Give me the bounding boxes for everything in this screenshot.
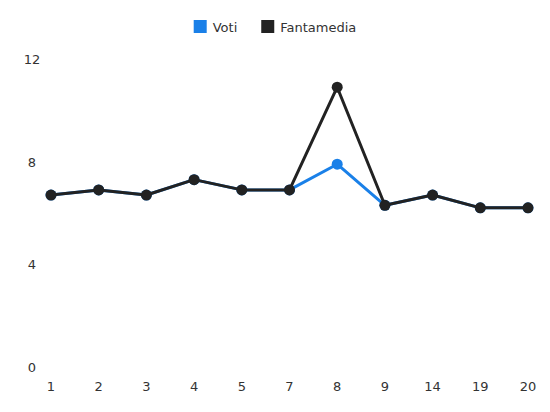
x-tick-label: 5 (238, 379, 246, 394)
legend-swatch (261, 20, 274, 33)
chart: 0481212345789141920VotiFantamedia (0, 0, 550, 412)
point (189, 174, 200, 185)
point (284, 184, 295, 195)
point (236, 184, 247, 195)
point (284, 184, 295, 195)
x-tick-label: 4 (190, 379, 198, 394)
y-tick-label: 0 (28, 360, 36, 375)
x-tick-label: 7 (285, 379, 293, 394)
point (332, 159, 343, 170)
x-tick-label: 20 (520, 379, 537, 394)
y-tick-label: 8 (28, 155, 36, 170)
plot-area (46, 82, 534, 214)
legend-swatch (194, 20, 207, 33)
x-tick-label: 3 (142, 379, 150, 394)
point (141, 190, 152, 201)
point (379, 200, 390, 211)
point (523, 202, 534, 213)
point (141, 190, 152, 201)
point (523, 202, 534, 213)
legend-label: Fantamedia (280, 20, 356, 35)
point (46, 190, 57, 201)
x-tick-label: 19 (472, 379, 489, 394)
x-tick-label: 2 (95, 379, 103, 394)
point (236, 184, 247, 195)
point (93, 184, 104, 195)
point (427, 190, 438, 201)
point (46, 190, 57, 201)
point (379, 200, 390, 211)
y-tick-label: 4 (28, 257, 36, 272)
x-tick-label: 9 (381, 379, 389, 394)
legend-label: Voti (213, 20, 238, 35)
y-tick-label: 12 (24, 52, 41, 67)
point (475, 202, 486, 213)
x-tick-label: 8 (333, 379, 341, 394)
point (189, 174, 200, 185)
point (475, 202, 486, 213)
point (427, 190, 438, 201)
legend: Voti Fantamedia (194, 20, 357, 35)
point (332, 82, 343, 93)
x-tick-label: 14 (424, 379, 441, 394)
point (93, 184, 104, 195)
series-line (51, 87, 528, 208)
x-tick-label: 1 (47, 379, 55, 394)
